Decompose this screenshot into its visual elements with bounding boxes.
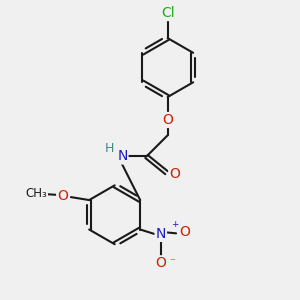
Text: O: O xyxy=(57,189,68,202)
Text: N: N xyxy=(156,227,166,241)
Text: H: H xyxy=(104,142,114,155)
Text: CH₃: CH₃ xyxy=(25,187,47,200)
Text: O: O xyxy=(162,113,173,127)
Text: +: + xyxy=(171,220,178,230)
Text: Cl: Cl xyxy=(161,6,175,20)
Text: O: O xyxy=(169,167,180,181)
Text: ⁻: ⁻ xyxy=(169,257,175,267)
Text: O: O xyxy=(155,256,166,270)
Text: N: N xyxy=(117,149,128,164)
Text: O: O xyxy=(179,225,191,239)
